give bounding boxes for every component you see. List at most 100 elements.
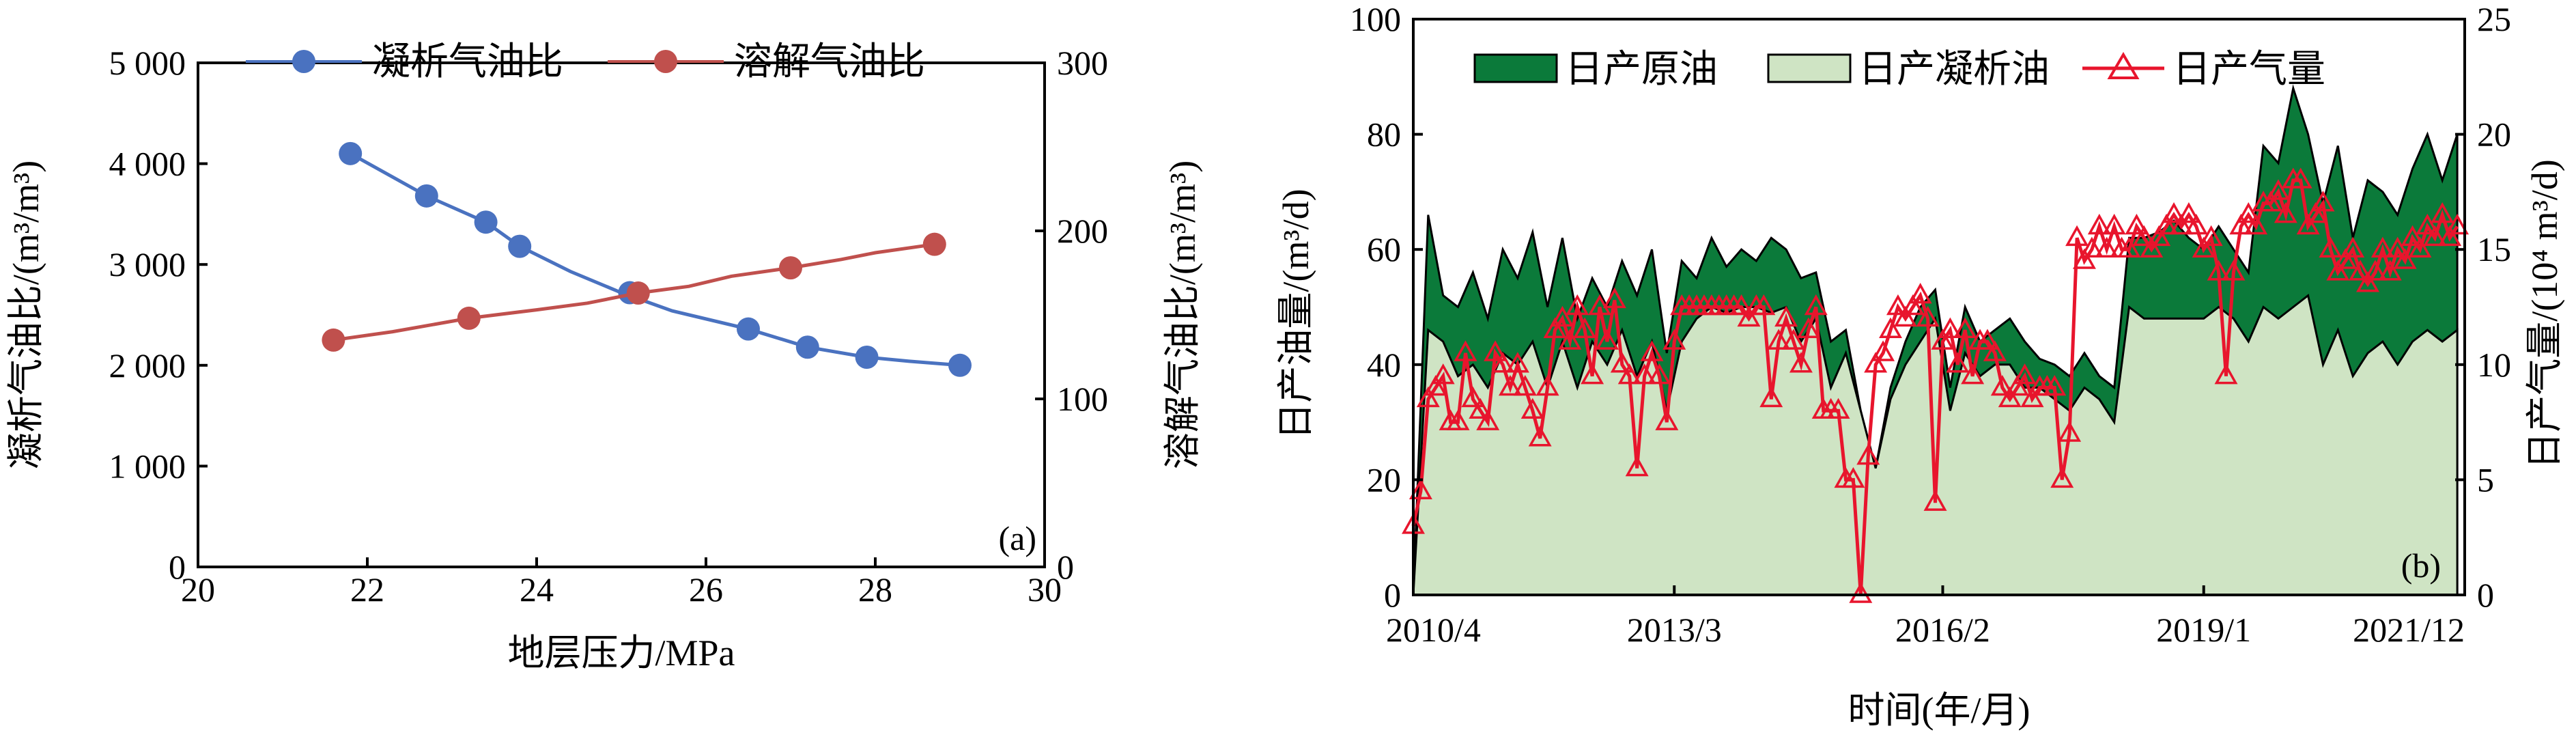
data-point-gas	[1789, 352, 1813, 373]
data-point-gas	[2140, 236, 2164, 258]
data-point	[414, 184, 438, 208]
data-point-gas	[2087, 213, 2111, 235]
data-point-gas	[2020, 386, 2044, 408]
data-point	[457, 306, 481, 330]
right-y-tick-label: 20	[2477, 115, 2511, 154]
data-point	[737, 317, 760, 341]
legend-label-gas: 日产气量	[2172, 48, 2325, 91]
data-point	[779, 256, 802, 280]
data-point-gas	[1610, 352, 1634, 373]
x-tick-label: 2021/12	[2353, 611, 2465, 649]
data-point-gas	[2229, 213, 2253, 235]
data-point-gas	[1879, 317, 1902, 338]
x-tick-label: 22	[350, 570, 384, 609]
data-point-gas	[2296, 213, 2320, 235]
data-point	[795, 335, 819, 359]
data-point-gas	[1551, 305, 1574, 327]
data-point-gas	[1431, 363, 1455, 385]
legend-marker-gas	[2107, 52, 2140, 79]
left-y-tick-label: 20	[1367, 460, 1401, 499]
data-point-gas	[1759, 386, 1783, 408]
data-point-gas	[2162, 202, 2186, 223]
right-y-tick-label: 15	[2477, 230, 2511, 268]
panel-a-legend: 凝析气油比 溶解气油比	[246, 41, 925, 83]
data-point-gas	[1535, 374, 1559, 396]
data-point-gas	[2386, 236, 2409, 258]
legend-item-condensate-oil: 日产凝析油	[1767, 48, 2050, 91]
data-point-gas	[1864, 352, 1888, 373]
data-point-gas	[2147, 225, 2171, 247]
data-point-gas	[1573, 317, 1597, 338]
data-point-gas	[1558, 329, 1582, 350]
data-point-gas	[2341, 236, 2365, 258]
data-point-gas	[1916, 305, 1940, 327]
data-point-gas	[1566, 294, 1589, 316]
data-point-gas	[2207, 260, 2231, 281]
data-point-gas	[1886, 294, 1910, 316]
data-point-gas	[2289, 167, 2312, 189]
left-y-tick-label: 3 000	[109, 245, 186, 283]
data-point-gas	[1998, 386, 2022, 408]
data-point-gas	[1505, 352, 1529, 373]
left-y-tick-label: 1 000	[109, 447, 186, 485]
data-point-gas	[2446, 213, 2469, 235]
data-point-gas	[1595, 329, 1619, 350]
data-point-gas	[1752, 294, 1776, 316]
data-point-gas	[1804, 294, 1828, 316]
data-point-gas	[2326, 260, 2350, 281]
data-point-gas	[1484, 340, 1508, 361]
data-point-gas	[2408, 236, 2432, 258]
data-point	[339, 141, 363, 165]
data-point-gas	[1856, 444, 1880, 465]
data-point-gas	[2334, 248, 2358, 269]
right-y-tick-label: 10	[2477, 346, 2511, 384]
data-point-gas	[2177, 202, 2200, 223]
data-point-gas	[1454, 340, 1477, 361]
data-point-gas	[1976, 329, 1999, 350]
data-point-gas	[2072, 248, 2096, 269]
data-point-gas	[2005, 374, 2029, 396]
legend-swatch-crude-oil	[1473, 53, 1558, 83]
left-y-tick-label: 60	[1367, 230, 1401, 268]
data-point-gas	[1581, 363, 1604, 385]
data-point-gas	[1983, 340, 2007, 361]
panel-b-left-y-ticks: 0 20 40 60 80 100	[1350, 0, 1423, 614]
data-point-gas	[1796, 317, 1820, 338]
data-point-gas	[1409, 478, 1432, 500]
panel-a-series	[322, 141, 972, 377]
data-point-gas	[1632, 363, 1656, 385]
data-point	[322, 328, 345, 352]
data-point-gas	[1729, 294, 1753, 316]
data-point-gas	[2438, 225, 2462, 247]
data-point-gas	[1774, 305, 1798, 327]
data-point-gas	[1737, 305, 1761, 327]
data-point-gas	[2378, 260, 2402, 281]
right-y-tick-label: 5	[2477, 460, 2494, 499]
data-point-gas	[1602, 287, 1626, 309]
data-point-gas	[1625, 455, 1649, 477]
data-point-gas	[1588, 294, 1612, 316]
legend-marker-dissolved-gor	[654, 50, 677, 73]
left-y-tick-label: 4 000	[109, 145, 186, 183]
x-tick-label: 20	[181, 570, 215, 609]
data-point-gas	[2043, 374, 2067, 396]
data-point-gas	[2080, 236, 2104, 258]
data-point-gas	[2274, 202, 2297, 223]
data-point-gas	[2423, 225, 2447, 247]
data-point-gas	[1931, 329, 1955, 350]
series-line-dissolved-gor	[333, 242, 935, 342]
right-y-tick-label: 25	[2477, 0, 2511, 38]
panel-a-plot-frame	[197, 61, 1046, 568]
data-point-gas	[1826, 398, 1850, 419]
right-y-tick-label: 300	[1057, 44, 1108, 82]
data-point-gas	[1849, 582, 1873, 603]
panel-b-right-y-ticks: 0 5 10 15 20 25	[2455, 0, 2511, 614]
legend-label-crude-oil: 日产原油	[1565, 48, 1718, 91]
panel-b-series	[1402, 84, 2469, 603]
data-point-gas	[2370, 236, 2394, 258]
data-point-gas	[2117, 236, 2141, 258]
x-tick-label: 28	[858, 570, 892, 609]
data-point-gas	[1767, 329, 1791, 350]
data-point-gas	[2214, 363, 2238, 385]
